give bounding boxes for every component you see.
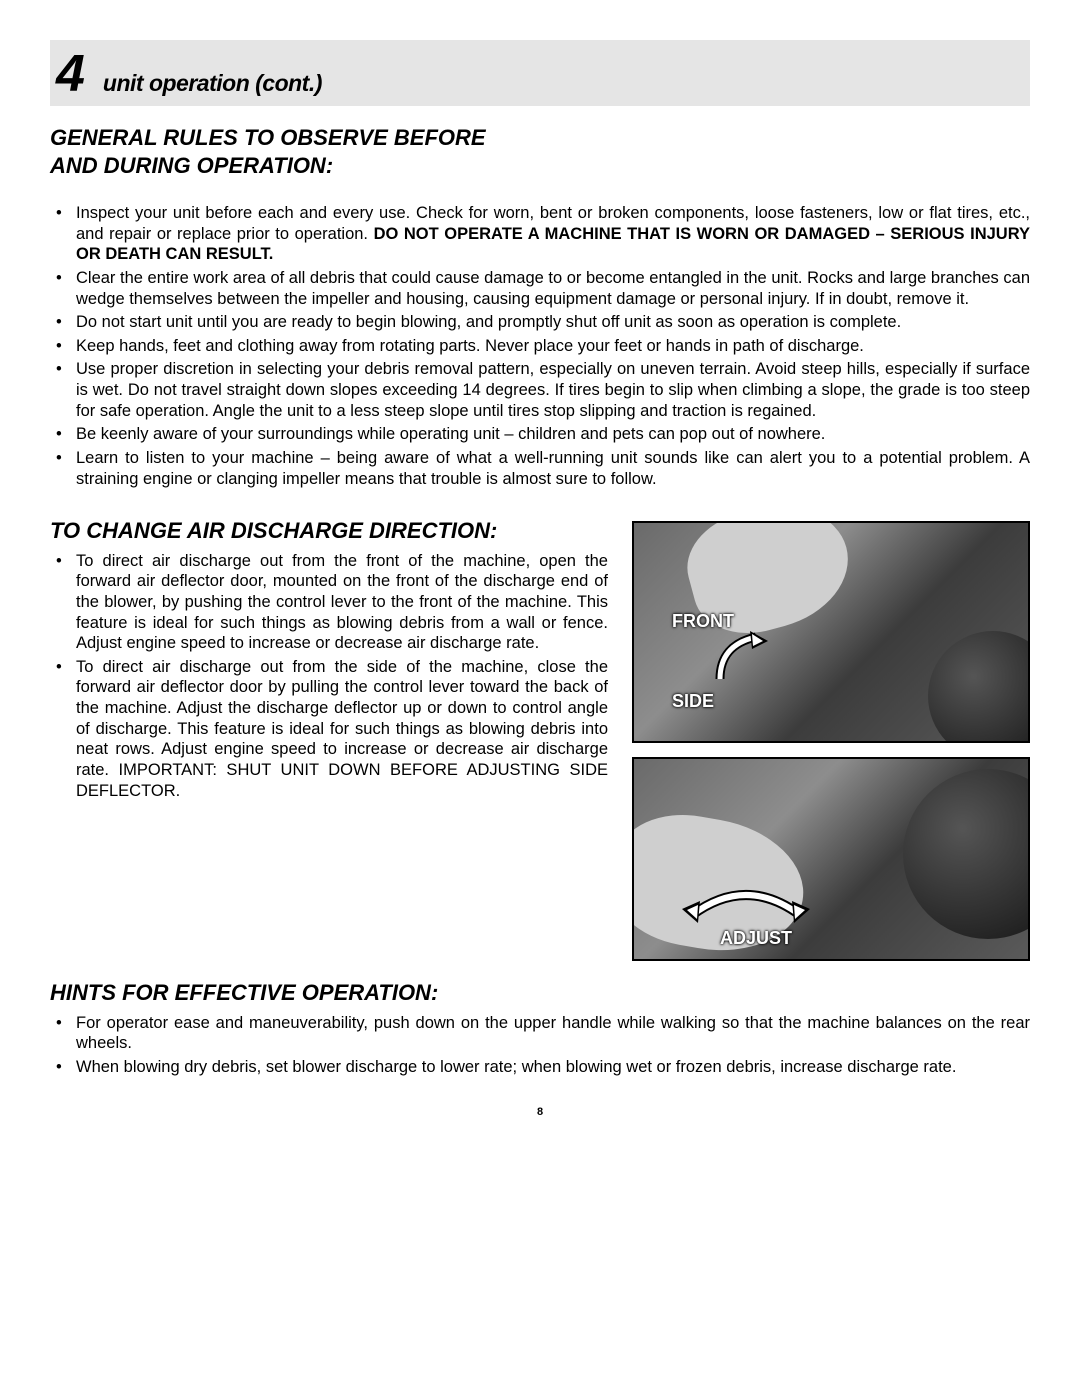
right-column: FRONT SIDE ADJUST xyxy=(632,521,1030,961)
section-heading-general-rules: GENERAL RULES TO OBSERVE BEFORE AND DURI… xyxy=(50,124,1030,179)
chapter-number: 4 xyxy=(56,48,83,100)
figure-adjust: ADJUST xyxy=(632,757,1030,961)
list-item: Inspect your unit before each and every … xyxy=(76,203,1030,265)
hints-list: For operator ease and maneuverability, p… xyxy=(50,1013,1030,1078)
curved-arrow-icon xyxy=(706,631,776,691)
page: 4 unit operation (cont.) GENERAL RULES T… xyxy=(0,0,1080,1148)
left-column: TO CHANGE AIR DISCHARGE DIRECTION: To di… xyxy=(50,517,608,829)
list-item: For operator ease and maneuverability, p… xyxy=(76,1013,1030,1054)
chapter-header: 4 unit operation (cont.) xyxy=(50,40,1030,106)
list-item: Be keenly aware of your surroundings whi… xyxy=(76,424,1030,445)
chapter-title: unit operation (cont.) xyxy=(103,70,322,97)
heading-line: GENERAL RULES TO OBSERVE BEFORE xyxy=(50,125,486,150)
figure-label-side: SIDE xyxy=(672,691,714,712)
list-item: Keep hands, feet and clothing away from … xyxy=(76,336,1030,357)
figure-front-side: FRONT SIDE xyxy=(632,521,1030,743)
section-heading-discharge: TO CHANGE AIR DISCHARGE DIRECTION: xyxy=(50,517,608,545)
discharge-list: To direct air discharge out from the fro… xyxy=(50,551,608,802)
list-item: To direct air discharge out from the fro… xyxy=(76,551,608,654)
heading-line: AND DURING OPERATION: xyxy=(50,153,333,178)
list-item: Clear the entire work area of all debris… xyxy=(76,268,1030,309)
curved-arrow-icon xyxy=(676,875,816,935)
bold-warning: DO NOT OPERATE A MACHINE THAT IS WORN OR… xyxy=(76,225,1030,264)
list-item: Learn to listen to your machine – being … xyxy=(76,448,1030,489)
list-item: Do not start unit until you are ready to… xyxy=(76,312,1030,333)
two-column-layout: TO CHANGE AIR DISCHARGE DIRECTION: To di… xyxy=(50,517,1030,961)
list-item: Use proper discretion in selecting your … xyxy=(76,359,1030,421)
list-item: When blowing dry debris, set blower disc… xyxy=(76,1057,1030,1078)
figure-label-front: FRONT xyxy=(672,611,734,632)
list-item: To direct air discharge out from the sid… xyxy=(76,657,608,801)
page-number: 8 xyxy=(50,1106,1030,1118)
general-rules-list: Inspect your unit before each and every … xyxy=(50,203,1030,489)
section-heading-hints: HINTS FOR EFFECTIVE OPERATION: xyxy=(50,979,1030,1007)
